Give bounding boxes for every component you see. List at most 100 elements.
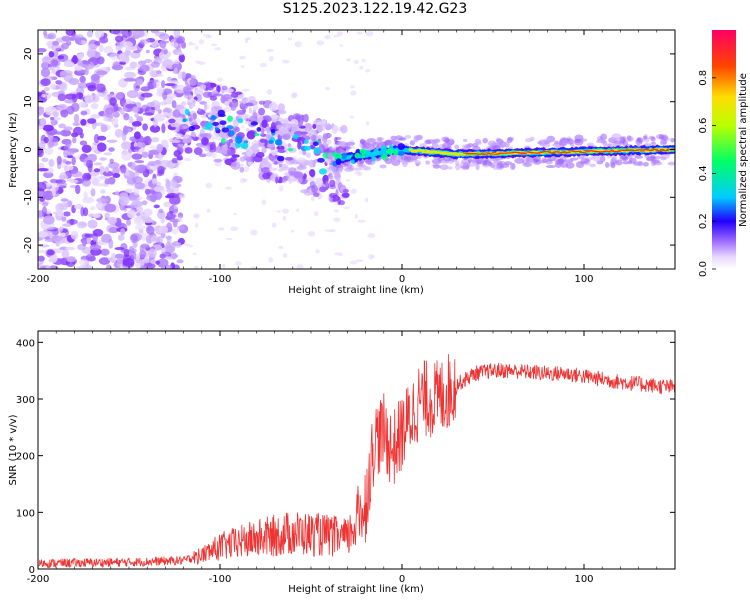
heatmap-scatter-blob <box>276 124 284 130</box>
heatmap-bright-spot <box>354 152 361 159</box>
heatmap-band-halo <box>359 139 367 144</box>
heatmap-bright-spot <box>188 125 196 132</box>
heatmap-faint-blob <box>225 186 232 190</box>
heatmap-noise-blob <box>46 249 55 256</box>
heatmap-noise-blob <box>99 175 107 180</box>
heatmap-noise-blob <box>60 129 72 137</box>
heatmap-faint-blob <box>194 265 199 269</box>
heatmap-band-halo <box>404 134 412 139</box>
heatmap-band-halo <box>592 155 603 162</box>
heatmap-noise-blob <box>162 90 168 100</box>
heatmap-band-halo <box>443 156 452 162</box>
heatmap-bright-spot <box>227 115 233 122</box>
heatmap-noise-blob <box>114 35 124 43</box>
heatmap-band-halo <box>441 136 448 142</box>
heatmap-faint-blob <box>217 227 225 231</box>
heatmap-noise-blob <box>130 234 138 244</box>
heatmap-noise-blob <box>112 111 120 118</box>
heatmap-faint-blob <box>261 199 267 206</box>
heatmap-bright-spot <box>359 148 367 155</box>
heatmap-noise-blob <box>68 77 80 86</box>
heatmap-faint-blob <box>195 223 199 228</box>
heatmap-band-halo <box>596 139 605 144</box>
heatmap-bright-spot <box>254 132 260 137</box>
heatmap-faint-blob <box>175 165 179 169</box>
heatmap-faint-blob <box>356 31 363 35</box>
heatmap-faint-blob <box>206 208 211 213</box>
heatmap-bright-spot <box>270 128 276 133</box>
heatmap-band-halo <box>344 167 355 172</box>
heatmap-noise-blob <box>132 106 139 114</box>
heatmap-noise-blob <box>48 50 55 58</box>
heatmap-noise-blob <box>141 257 151 264</box>
heatmap-scatter-blob <box>216 85 221 93</box>
heatmap-scatter-blob <box>282 133 291 141</box>
heatmap-faint-blob <box>333 217 341 222</box>
heatmap-noise-blob <box>165 241 172 249</box>
heatmap-scatter-blob <box>276 117 284 122</box>
heatmap-band-core <box>565 151 571 154</box>
heatmap-band-halo <box>459 165 470 169</box>
heatmap-scatter-blob <box>230 156 237 162</box>
snr-series-line <box>38 354 675 569</box>
heatmap-noise-blob <box>149 79 159 83</box>
heatmap-noise-blob <box>38 249 47 254</box>
heatmap-scatter-blob <box>297 140 302 150</box>
heatmap-bright-spot <box>212 121 220 126</box>
heatmap-scatter-blob <box>243 114 251 119</box>
heatmap-scatter-blob <box>291 176 296 182</box>
heatmap-noise-blob <box>140 265 150 269</box>
colorbar-gradient <box>712 30 736 269</box>
heatmap-faint-blob <box>359 65 364 70</box>
heatmap-noise-blob <box>85 159 94 169</box>
heatmap-bright-spot <box>237 118 244 124</box>
heatmap-noise-blob <box>83 191 88 199</box>
heatmap-band-halo <box>366 138 376 143</box>
heatmap-noise-blob <box>104 166 110 173</box>
heatmap-faint-blob <box>250 265 257 269</box>
heatmap-noise-blob <box>166 93 177 99</box>
colorbar-ticks: 0.0 0.2 0.4 0.6 0.8 <box>698 70 716 277</box>
heatmap-band-halo <box>510 163 516 171</box>
heatmap-noise-blob <box>74 65 83 71</box>
heatmap-noise-blob <box>66 151 75 155</box>
heatmap-scatter-blob <box>293 171 304 179</box>
heatmap-noise-blob <box>109 97 117 106</box>
heatmap-faint-blob <box>366 120 370 126</box>
heatmap-noise-blob <box>151 73 164 77</box>
heatmap-scatter-blob <box>183 92 192 99</box>
heatmap-noise-blob <box>80 118 87 126</box>
heatmap-x-tick-label: 100 <box>574 274 593 285</box>
heatmap-scatter-blob <box>288 167 297 174</box>
heatmap-band-core <box>609 149 615 151</box>
heatmap-noise-blob <box>165 195 174 199</box>
heatmap-noise-blob <box>173 30 181 39</box>
heatmap-noise-blob <box>171 100 177 109</box>
heatmap-scatter-blob <box>318 141 323 146</box>
heatmap-band-core <box>561 151 567 153</box>
heatmap-noise-blob <box>48 140 55 148</box>
colorbar-tick-label: 0.4 <box>698 165 709 181</box>
heatmap-scatter-blob <box>281 176 287 183</box>
heatmap-band-core <box>419 149 425 152</box>
heatmap-noise-blob <box>42 201 49 207</box>
heatmap-bright-spot <box>217 109 225 116</box>
heatmap-noise-blob <box>87 219 98 229</box>
heatmap-scatter-blob <box>262 172 271 180</box>
heatmap-noise-blob <box>108 227 118 233</box>
heatmap-noise-blob <box>157 235 163 245</box>
heatmap-faint-blob <box>339 44 344 47</box>
heatmap-scatter-blob <box>252 112 258 120</box>
heatmap-noise-blob <box>124 71 136 79</box>
heatmap-faint-blob <box>214 161 222 167</box>
heatmap-noise-blob <box>89 206 96 211</box>
heatmap-bright-spot <box>276 155 285 162</box>
colorbar-tick-label: 0.8 <box>698 70 709 86</box>
heatmap-noise-blob <box>38 124 44 130</box>
heatmap-band-halo <box>336 164 343 169</box>
heatmap-noise-blob <box>137 196 143 200</box>
heatmap-noise-blob <box>151 41 158 48</box>
heatmap-noise-blob <box>142 208 153 217</box>
heatmap-noise-blob <box>142 112 155 116</box>
heatmap-scatter-blob <box>245 102 254 107</box>
